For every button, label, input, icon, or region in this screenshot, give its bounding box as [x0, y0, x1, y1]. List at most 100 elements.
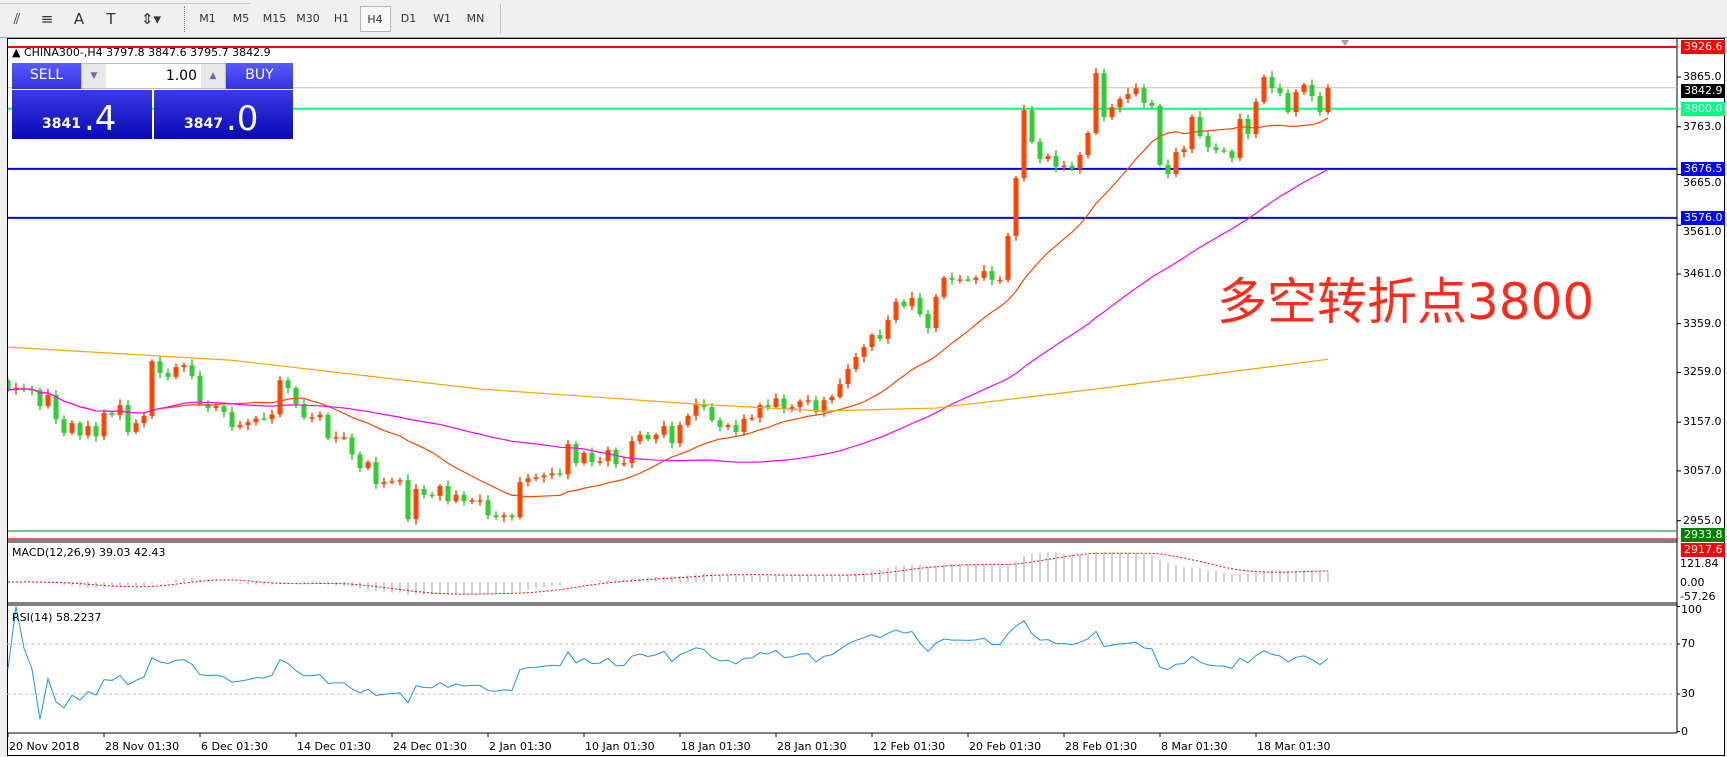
- time-axis-label: 28 Jan 01:30: [777, 740, 847, 753]
- candle-body: [541, 475, 547, 478]
- collapse-triangle-icon[interactable]: ▲: [12, 46, 21, 59]
- time-axis-label: 20 Nov 2018: [9, 740, 80, 753]
- candle-body: [125, 405, 131, 432]
- price-tick-label: 3259.0: [1683, 365, 1722, 379]
- timeframe-h4[interactable]: H4: [359, 6, 391, 32]
- main-chart: [8, 46, 1677, 539]
- candle-body: [245, 422, 251, 426]
- candle-body: [877, 334, 883, 339]
- price-level-label: 3576.0: [1681, 210, 1725, 225]
- candle-body: [605, 449, 611, 462]
- candle-body: [973, 277, 979, 280]
- candle-body: [861, 347, 867, 357]
- timeframe-h1[interactable]: H1: [333, 12, 350, 25]
- candle-body: [1101, 73, 1107, 118]
- candle-body: [429, 494, 435, 497]
- time-axis-label: 14 Dec 01:30: [297, 740, 371, 753]
- text-icon[interactable]: A: [73, 10, 85, 28]
- candle-body: [1125, 94, 1131, 99]
- candle-body: [1021, 110, 1027, 178]
- candle-body: [1293, 92, 1299, 113]
- candle-body: [1093, 73, 1099, 134]
- candle-body: [1189, 117, 1195, 150]
- arrows-dropdown-icon[interactable]: ⇕▾: [140, 10, 162, 28]
- fast-moving-average-line: [8, 117, 1329, 498]
- price-tick-label: 3461.0: [1683, 266, 1722, 280]
- time-axis-label: 18 Jan 01:30: [681, 740, 751, 753]
- time-axis-label: 28 Nov 01:30: [105, 740, 180, 753]
- chart-shift-marker-icon[interactable]: [1341, 40, 1349, 46]
- price-tick-label: 3057.0: [1683, 463, 1722, 477]
- candle-body: [1085, 133, 1091, 156]
- candle-body: [1261, 77, 1267, 102]
- text-label-icon[interactable]: T: [106, 10, 116, 28]
- toolbar-top-strip: [0, 0, 250, 4]
- candle-body: [613, 449, 619, 465]
- lot-increase-icon[interactable]: ▲: [201, 64, 225, 88]
- price-level-label: 3926.6: [1681, 40, 1725, 54]
- candle-body: [285, 380, 291, 389]
- candle-body: [1109, 107, 1115, 118]
- candle-body: [117, 405, 123, 415]
- candle-body: [149, 361, 155, 416]
- candle-body: [989, 271, 995, 280]
- candle-body: [69, 423, 75, 433]
- toolbar-divider: [500, 4, 501, 34]
- candle-body: [77, 423, 83, 436]
- candle-body: [789, 407, 795, 410]
- buy-button[interactable]: BUY: [226, 63, 293, 89]
- candle-body: [1157, 105, 1163, 165]
- lot-value[interactable]: 1.00: [165, 68, 197, 84]
- candle-body: [453, 494, 459, 502]
- candle-body: [885, 319, 891, 339]
- fibonacci-levels-icon[interactable]: ≡: [40, 10, 54, 28]
- time-axis-label: 2 Jan 01:30: [489, 740, 552, 753]
- buy-price-main: 3847: [184, 116, 223, 132]
- candle-body: [733, 425, 739, 432]
- candle-body: [925, 313, 931, 329]
- rsi-label: RSI(14) 58.2237: [12, 611, 102, 624]
- candle-body: [1133, 88, 1139, 95]
- time-axis-label: 12 Feb 01:30: [873, 740, 946, 753]
- candle-body: [325, 414, 331, 439]
- sell-button[interactable]: SELL: [12, 63, 81, 89]
- candle-body: [661, 426, 667, 435]
- candle-body: [293, 388, 299, 405]
- candle-body: [165, 372, 171, 377]
- price-tick-label: 3763.0: [1683, 119, 1722, 133]
- timeframe-m15[interactable]: M15: [262, 12, 287, 25]
- timeframe-mn[interactable]: MN: [466, 12, 485, 25]
- candle-body: [829, 396, 835, 401]
- timeframe-m5[interactable]: M5: [232, 12, 250, 25]
- timeframe-d1[interactable]: D1: [400, 12, 417, 25]
- sell-price-button[interactable]: 3841 .4: [12, 90, 152, 139]
- candle-body: [573, 444, 579, 464]
- candle-body: [941, 277, 947, 297]
- chart-annotation-text: 多空转折点3800: [1217, 273, 1595, 331]
- toolbar-grip[interactable]: [184, 6, 185, 32]
- buy-price-button[interactable]: 3847 .0: [154, 90, 293, 139]
- timeframe-w1[interactable]: W1: [433, 12, 451, 25]
- chart-window[interactable]: [7, 38, 1725, 756]
- candle-body: [261, 418, 267, 420]
- candle-body: [621, 463, 627, 465]
- timeframe-m30[interactable]: M30: [296, 12, 320, 25]
- candle-body: [693, 404, 699, 416]
- candle-body: [677, 425, 683, 444]
- candle-body: [437, 486, 443, 496]
- lot-decrease-icon[interactable]: ▼: [82, 64, 106, 88]
- candle-body: [717, 420, 723, 428]
- candle-body: [445, 486, 451, 502]
- price-tick-label: 2955.0: [1683, 513, 1722, 527]
- macd-panel: [7, 552, 1329, 595]
- fibonacci-expansion-icon[interactable]: ⫽: [13, 10, 21, 28]
- candle-body: [917, 297, 923, 314]
- timeframe-m1[interactable]: M1: [199, 12, 216, 25]
- lot-size-field[interactable]: ▼ 1.00 ▲: [81, 63, 226, 89]
- candle-body: [997, 279, 1003, 282]
- sell-price-fraction: .4: [84, 99, 117, 139]
- candle-body: [93, 426, 99, 437]
- candle-body: [141, 415, 147, 424]
- candle-body: [581, 452, 587, 464]
